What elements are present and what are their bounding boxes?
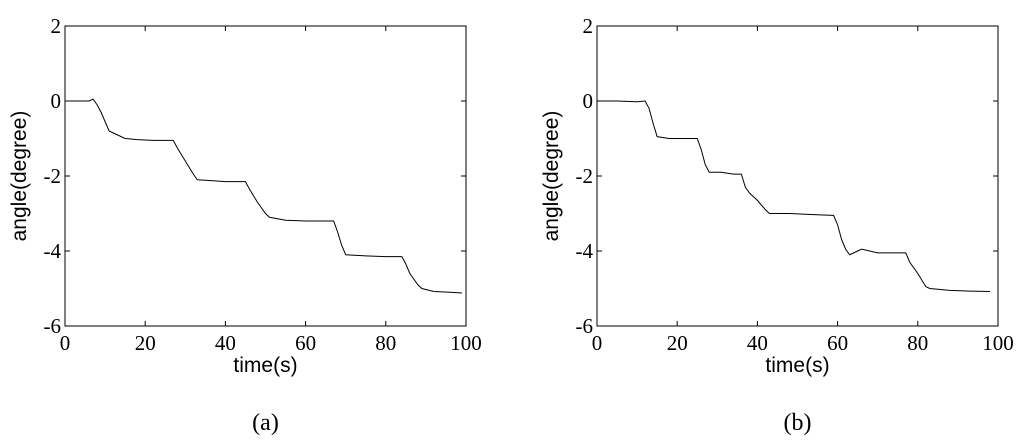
y-axis-label: angle(degree) <box>8 111 31 242</box>
x-tick-label: 100 <box>450 331 482 355</box>
x-tick-label: 100 <box>982 331 1014 355</box>
plot-frame <box>596 25 999 327</box>
y-tick-label: -2 <box>576 164 594 188</box>
y-tick-label: 0 <box>51 89 62 113</box>
caption: (a) <box>252 410 279 436</box>
y-tick-label: -4 <box>576 239 594 263</box>
y-tick-label: -6 <box>576 314 594 338</box>
x-tick-label: 40 <box>747 331 768 355</box>
y-tick-label: 2 <box>583 14 594 38</box>
x-tick-label: 60 <box>295 331 316 355</box>
caption: (b) <box>784 410 812 436</box>
x-tick-label: 20 <box>135 331 156 355</box>
data-line <box>65 98 463 294</box>
x-tick-label: 0 <box>60 331 71 355</box>
plot-frame <box>64 25 467 327</box>
y-tick-label: -6 <box>44 314 62 338</box>
x-tick-label: 40 <box>215 331 236 355</box>
y-tick-label: 0 <box>583 89 594 113</box>
x-tick-label: 20 <box>667 331 688 355</box>
y-tick-label: 2 <box>51 14 62 38</box>
y-axis-label: angle(degree) <box>540 111 563 242</box>
x-axis-label: time(s) <box>233 354 297 377</box>
x-axis-label: time(s) <box>765 354 829 377</box>
data-line <box>597 100 990 292</box>
x-tick-label: 80 <box>907 331 928 355</box>
x-tick-label: 60 <box>827 331 848 355</box>
y-tick-label: -4 <box>44 239 62 263</box>
x-tick-label: 80 <box>375 331 396 355</box>
y-tick-label: -2 <box>44 164 62 188</box>
x-tick-label: 0 <box>592 331 603 355</box>
